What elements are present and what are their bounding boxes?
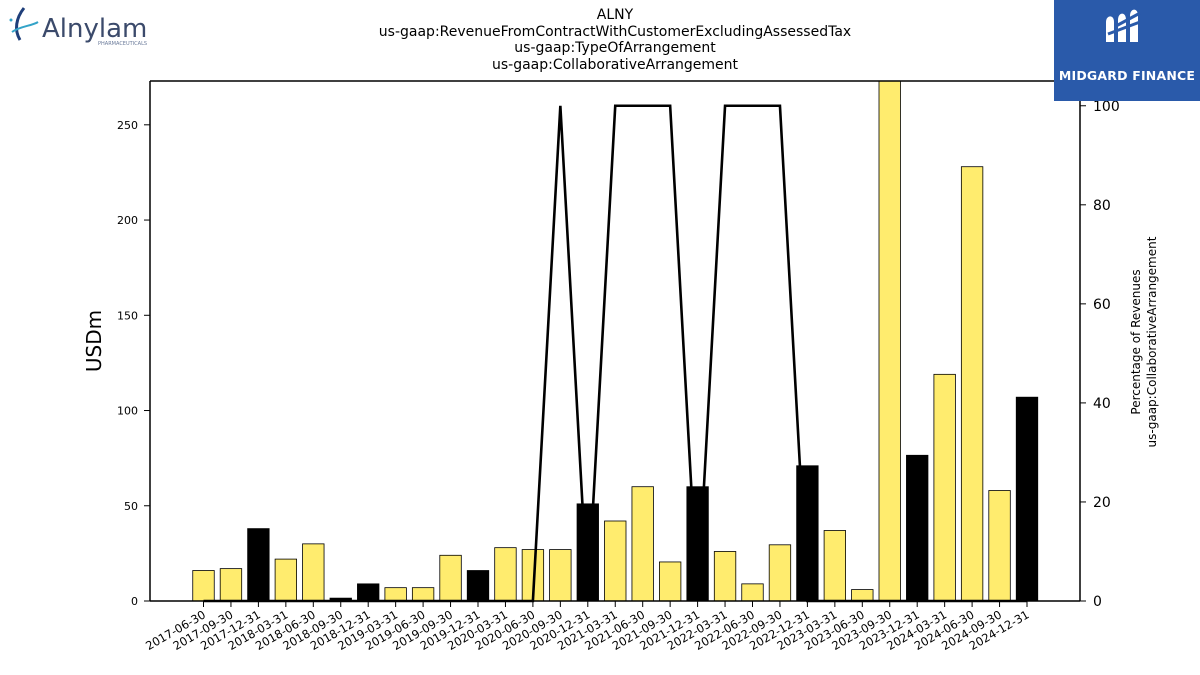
right-tick-label: 80 xyxy=(1093,198,1111,214)
left-tick-label: 250 xyxy=(117,119,138,132)
bar xyxy=(274,558,298,602)
left-tick-label: 0 xyxy=(131,595,138,608)
bar xyxy=(851,589,874,602)
alnylam-wordmark: Alnylam xyxy=(42,14,147,44)
title-line-concept: us-gaap:RevenueFromContractWithCustomerE… xyxy=(378,23,852,40)
right-tick-label: 20 xyxy=(1093,495,1111,511)
bar xyxy=(741,583,764,602)
bar xyxy=(960,166,984,602)
y2-axis-label: us-gaap:CollaborativeArrangement xyxy=(1145,236,1159,447)
bar xyxy=(384,587,407,602)
left-tick-label: 100 xyxy=(117,405,138,418)
bar xyxy=(494,547,517,602)
bar xyxy=(631,486,654,602)
bar xyxy=(604,520,627,602)
title-line-axis: us-gaap:TypeOfArrangement xyxy=(514,40,716,56)
right-tick-label: 0 xyxy=(1093,594,1102,610)
left-tick-label: 50 xyxy=(124,500,138,513)
bar xyxy=(823,530,846,602)
bar xyxy=(549,549,572,602)
right-tick-label: 60 xyxy=(1093,297,1111,313)
bar xyxy=(1015,396,1039,602)
bar xyxy=(933,373,956,602)
bar xyxy=(302,543,325,602)
bar xyxy=(906,454,929,602)
bar xyxy=(878,80,901,602)
bar xyxy=(439,554,462,602)
right-tick-label: 100 xyxy=(1093,99,1120,115)
right-tick-label: 40 xyxy=(1093,396,1111,412)
midgard-finance-label: MIDGARD FINANCE xyxy=(1058,68,1196,83)
title-line-member: us-gaap:CollaborativeArrangement xyxy=(491,56,739,73)
bar xyxy=(219,568,243,602)
bar xyxy=(659,561,682,602)
bar xyxy=(357,583,380,602)
bar xyxy=(411,587,435,602)
bar xyxy=(988,490,1011,602)
bar xyxy=(713,551,737,602)
title-line-ticker: ALNY xyxy=(596,7,634,23)
bar xyxy=(466,570,490,602)
left-tick-label: 150 xyxy=(117,309,138,322)
bar xyxy=(247,528,270,602)
bar xyxy=(768,544,792,602)
bar xyxy=(192,570,215,602)
left-tick-label: 200 xyxy=(117,214,138,227)
alnylam-logo: Alnylam PHARMACEUTICALS xyxy=(6,4,166,48)
svg-text:PHARMACEUTICALS: PHARMACEUTICALS xyxy=(98,41,147,47)
midgard-finance-logo: MIDGARD FINANCE xyxy=(1054,0,1200,101)
chart-title: ALNY us-gaap:RevenueFromContractWithCust… xyxy=(300,7,930,73)
y-axis-label: USDm xyxy=(82,310,106,372)
y2-axis-label: Percentage of Revenues xyxy=(1129,269,1143,414)
